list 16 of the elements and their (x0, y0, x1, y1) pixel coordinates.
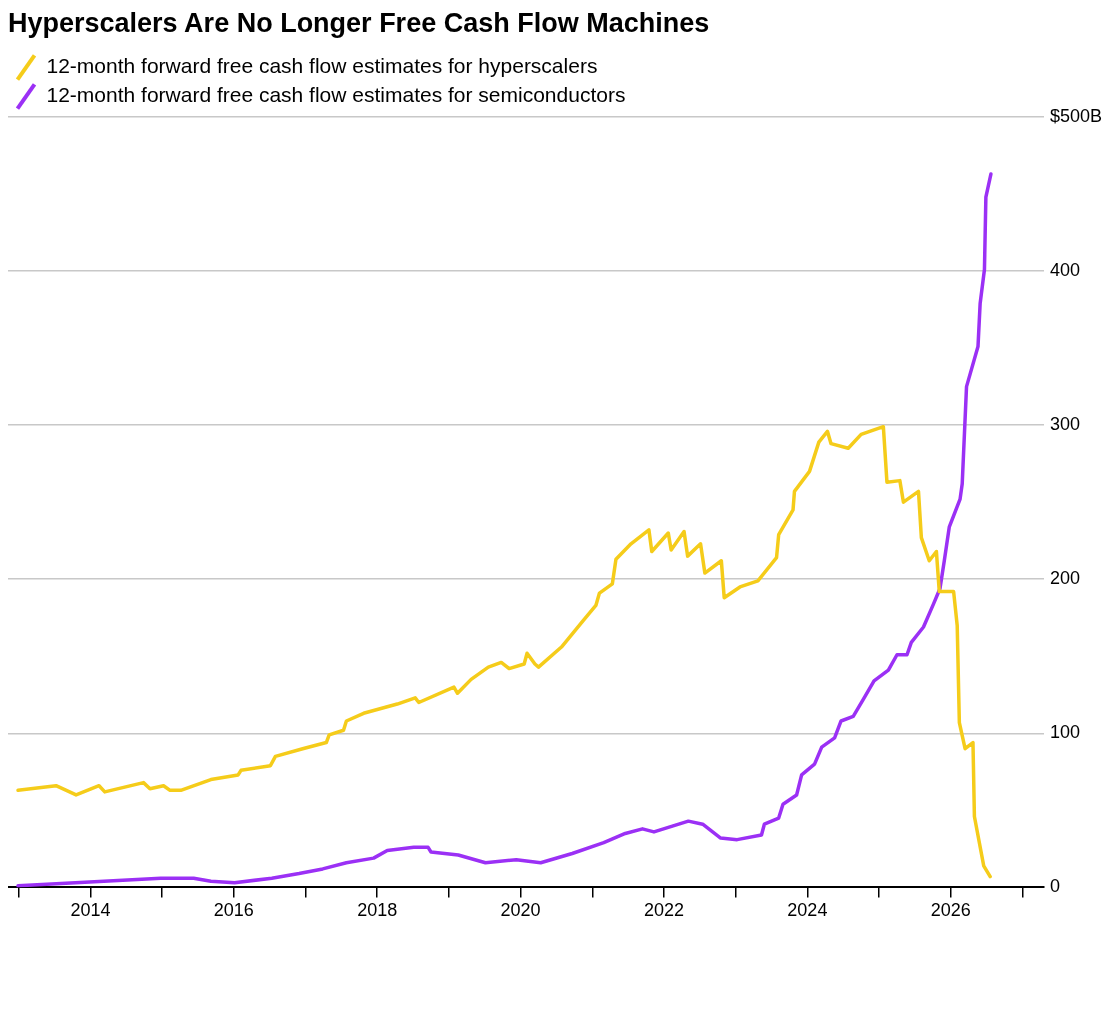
y-tick-label: 200 (1049, 568, 1080, 589)
y-tick-label: 100 (1049, 722, 1080, 743)
y-tick-label: 400 (1049, 260, 1080, 281)
x-tick-label: 2022 (643, 900, 685, 921)
y-tick-label: $500B (1049, 105, 1103, 126)
x-tick-label: 2020 (500, 900, 541, 921)
x-tick-label: 2016 (213, 900, 254, 921)
legend-label: 12-month forward free cash flow estimates for hyperscalers (46, 54, 598, 78)
legend-label: 12-month forward free cash flow estimates for semiconductors (46, 83, 626, 107)
x-tick-label: 2018 (357, 900, 398, 921)
x-tick-label: 2026 (930, 900, 971, 921)
x-tick-label: 2014 (70, 900, 111, 921)
x-tick-label: 2024 (787, 900, 828, 921)
y-tick-label: 300 (1049, 414, 1080, 435)
chart-title: Hyperscalers Are No Longer Free Cash Flow Machines (8, 8, 711, 39)
y-tick-label: 0 (1049, 876, 1060, 897)
